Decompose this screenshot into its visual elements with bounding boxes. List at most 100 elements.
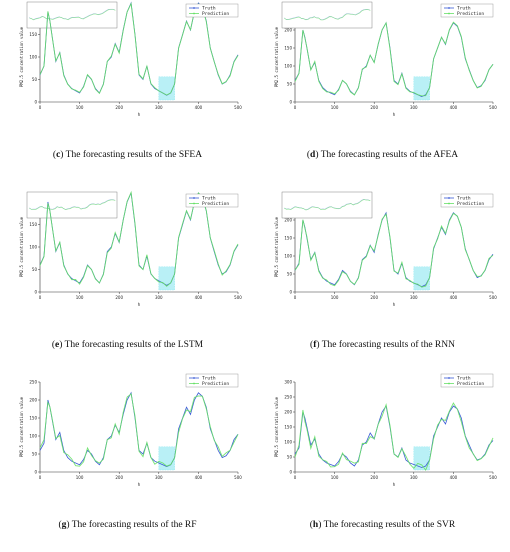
- y-tick-label: 0: [289, 469, 292, 474]
- y-tick-label: 50: [32, 451, 38, 456]
- legend-prediction-label: Prediction: [457, 201, 484, 207]
- chart-g-svg: 0 50 100 150 200 250 0 100 200 300 400 500 h PM2.5 co…: [19, 373, 242, 487]
- y-tick-label: 50: [32, 77, 38, 82]
- legend-truth-marker: [448, 377, 450, 379]
- inset-prediction-line: [29, 9, 116, 21]
- x-tick-label: 400: [450, 475, 458, 480]
- x-tick-label: 0: [294, 105, 297, 110]
- legend-truth-marker: [193, 377, 195, 379]
- y-tick-label: 100: [284, 253, 292, 258]
- y-tick-label: 200: [284, 217, 292, 222]
- x-tick-label: 0: [294, 475, 297, 480]
- legend-prediction-marker: [193, 12, 195, 15]
- y-tick-label: 0: [34, 99, 37, 104]
- x-tick-label: 0: [39, 295, 42, 300]
- x-tick-label: 200: [370, 295, 378, 300]
- y-tick-label: 250: [29, 379, 37, 384]
- x-tick-label: 200: [370, 105, 378, 110]
- x-tick-label: 500: [234, 475, 242, 480]
- y-tick-label: 0: [34, 469, 37, 474]
- x-tick-label: 300: [155, 295, 163, 300]
- x-axis-label: h: [138, 302, 141, 307]
- x-tick-label: 100: [331, 105, 339, 110]
- x-axis-label: h: [138, 112, 141, 117]
- x-tick-label: 200: [115, 475, 123, 480]
- inset-box: [26, 1, 118, 29]
- truth-line: [294, 211, 494, 288]
- legend-prediction-label: Prediction: [457, 11, 484, 17]
- legend-truth-label: Truth: [457, 6, 471, 12]
- x-tick-label: 300: [410, 295, 418, 300]
- x-tick-label: 0: [39, 105, 42, 110]
- y-tick-label: 100: [29, 54, 37, 59]
- x-tick-label: 200: [370, 475, 378, 480]
- legend-truth-label: Truth: [457, 196, 471, 202]
- y-tick-label: 150: [284, 235, 292, 240]
- y-tick-label: 150: [284, 45, 292, 50]
- x-tick-label: 200: [115, 295, 123, 300]
- x-tick-label: 300: [410, 105, 418, 110]
- caption-h: (h) The forecasting results of the SVR: [309, 520, 456, 530]
- legend-prediction-marker: [448, 202, 450, 205]
- y-axis-label: PM2.5 concentration value: [19, 216, 24, 277]
- x-tick-label: 300: [155, 475, 163, 480]
- y-tick-label: 0: [289, 289, 292, 294]
- truth-line: [39, 391, 239, 468]
- caption-d: (d) The forecasting results of the AFEA: [306, 150, 459, 160]
- x-axis-label: h: [138, 482, 141, 487]
- x-axis-label: h: [393, 302, 396, 307]
- inset-prediction-line: [29, 199, 116, 211]
- x-tick-label: 0: [39, 475, 42, 480]
- y-tick-label: 150: [29, 222, 37, 227]
- prediction-line: [294, 402, 494, 472]
- x-tick-label: 100: [76, 105, 84, 110]
- y-axis-label: PM2.5 concentration value: [19, 396, 24, 457]
- x-tick-label: 100: [331, 295, 339, 300]
- y-axis-label: PM2.5 concentration value: [19, 26, 24, 87]
- x-tick-label: 500: [489, 475, 497, 480]
- y-tick-label: 150: [284, 424, 292, 429]
- inset-box: [281, 191, 373, 219]
- legend-truth-label: Truth: [202, 376, 216, 382]
- x-tick-label: 300: [410, 475, 418, 480]
- x-tick-label: 500: [234, 105, 242, 110]
- zoom-highlight-box: [158, 266, 175, 291]
- y-tick-label: 150: [29, 32, 37, 37]
- y-tick-label: 150: [29, 415, 37, 420]
- legend-prediction-marker: [193, 382, 195, 385]
- legend-truth-label: Truth: [202, 196, 216, 202]
- y-tick-label: 100: [284, 63, 292, 68]
- truth-line: [294, 21, 494, 98]
- y-tick-label: 50: [287, 454, 293, 459]
- prediction-line: [294, 212, 494, 288]
- y-tick-label: 0: [34, 289, 37, 294]
- y-tick-label: 300: [284, 379, 292, 384]
- x-axis-label: h: [393, 482, 396, 487]
- prediction-line: [294, 21, 494, 97]
- legend-prediction-label: Prediction: [457, 381, 484, 387]
- y-tick-label: 50: [287, 81, 293, 86]
- x-tick-label: 200: [115, 105, 123, 110]
- legend-truth-label: Truth: [202, 6, 216, 12]
- legend-truth-label: Truth: [457, 376, 471, 382]
- y-tick-label: 100: [284, 439, 292, 444]
- x-tick-label: 400: [450, 105, 458, 110]
- x-axis-label: h: [393, 112, 396, 117]
- legend-prediction-label: Prediction: [202, 381, 229, 387]
- legend-prediction-label: Prediction: [202, 201, 229, 207]
- y-axis-label: PM2.5 concentration value: [274, 216, 279, 277]
- chart-h-svg: 0 50 100 150 200 250 300 0 100 200 300 400 500 h PM2.5…: [274, 373, 497, 487]
- zoom-highlight-box: [158, 76, 175, 101]
- x-tick-label: 100: [331, 475, 339, 480]
- prediction-line: [39, 393, 239, 467]
- caption-g: (g) The forecasting results of the RF: [58, 520, 197, 530]
- caption-e: (e) The forecasting results of the LSTM: [51, 340, 204, 350]
